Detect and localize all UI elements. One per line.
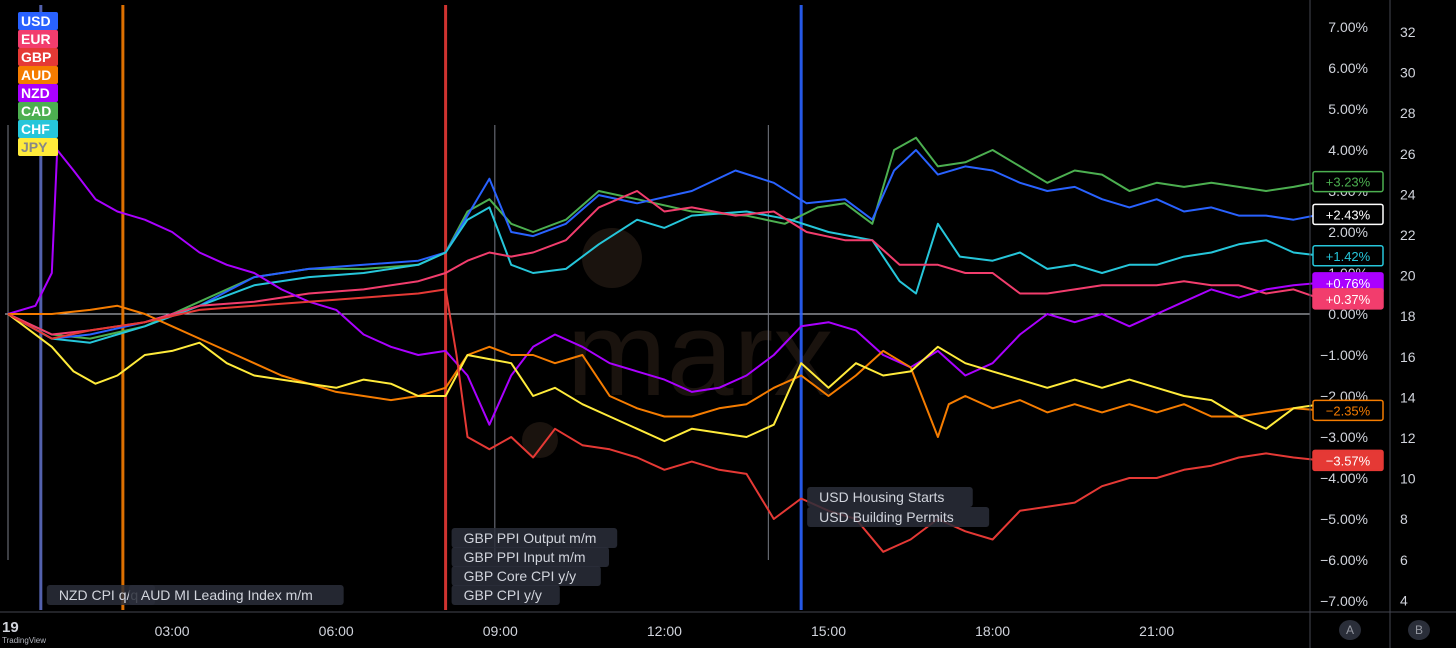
x-tick-label: 21:00	[1139, 623, 1174, 639]
event-label: GBP CPI y/y	[464, 587, 542, 603]
b-scale-tick-label: 18	[1400, 308, 1416, 324]
legend-item-aud: AUD	[18, 66, 58, 84]
event-label-bg	[807, 487, 973, 507]
legend-item-chf: CHF	[18, 120, 58, 138]
legend-item-nzd: NZD	[18, 84, 58, 102]
currency-legend: USD EUR GBP AUD NZD CAD CHF JPY	[18, 12, 58, 156]
b-scale-tick-label: 6	[1400, 552, 1408, 568]
series-line-cad	[7, 136, 1321, 340]
last-value-tag: +0.37%	[1326, 292, 1371, 307]
last-value-tag-bg	[1312, 170, 1384, 193]
b-scale-tick-label: 8	[1400, 511, 1408, 527]
last-value-tag: +1.42%	[1326, 249, 1371, 264]
last-value-tag-bg	[1312, 399, 1384, 422]
x-tick-label: 09:00	[483, 623, 518, 639]
event-label: AUD MI Leading Index m/m	[141, 587, 313, 603]
x-tick-label: 06:00	[319, 623, 354, 639]
legend-item-eur: EUR	[18, 30, 58, 48]
series-line-gbp	[7, 288, 1321, 553]
event-label-bg	[451, 528, 618, 548]
last-value-tag-bg	[1312, 245, 1384, 267]
event-label-bg	[46, 585, 156, 605]
y-tick-label: 2.00%	[1328, 224, 1368, 240]
b-scale-tick-label: 20	[1400, 268, 1416, 284]
scale-a-button[interactable]: A	[1339, 620, 1361, 640]
b-scale-tick-label: 12	[1400, 430, 1416, 446]
b-scale-tick-label: 14	[1400, 389, 1416, 405]
b-scale-tick-label: 10	[1400, 471, 1416, 487]
y-tick-label: 0.00%	[1328, 306, 1368, 322]
b-scale-tick-label: 32	[1400, 24, 1416, 40]
b-scale-tick-label: 26	[1400, 146, 1416, 162]
event-label-bg	[807, 507, 990, 527]
legend-item-cad: CAD	[18, 102, 58, 120]
x-tick-label: 18:00	[975, 623, 1010, 639]
y-tick-label: 6.00%	[1328, 60, 1368, 76]
watermark-dot-top	[582, 228, 642, 288]
day-label: 19	[2, 619, 19, 636]
event-label: GBP Core CPI y/y	[464, 568, 577, 584]
b-scale-tick-label: 30	[1400, 65, 1416, 81]
b-scale-tick-label: 16	[1400, 349, 1416, 365]
last-value-tag: +2.43%	[1326, 207, 1371, 222]
last-value-tag: +0.76%	[1326, 276, 1371, 291]
b-scale-tick-label: 22	[1400, 227, 1416, 243]
legend-item-gbp: GBP	[18, 48, 58, 66]
x-tick-label: 15:00	[811, 623, 846, 639]
y-tick-label: 5.00%	[1328, 101, 1368, 117]
series-line-chf	[7, 206, 1321, 344]
series-line-eur	[7, 190, 1322, 336]
legend-item-usd: USD	[18, 12, 58, 30]
b-scale-tick-label: 28	[1400, 105, 1416, 121]
series-line-jpy	[7, 313, 1321, 443]
y-tick-label: −1.00%	[1320, 347, 1368, 363]
b-scale-tick-label: 4	[1400, 592, 1408, 608]
legend-item-jpy: JPY	[18, 138, 58, 156]
y-tick-label: −6.00%	[1320, 552, 1368, 568]
last-value-tag: +3.23%	[1326, 175, 1371, 190]
y-tick-label: 4.00%	[1328, 142, 1368, 158]
y-tick-label: −5.00%	[1320, 511, 1368, 527]
last-value-tag-bg	[1312, 288, 1384, 310]
series-line-usd	[7, 149, 1321, 340]
last-value-tag-bg	[1312, 449, 1384, 472]
x-tick-label: 03:00	[155, 623, 190, 639]
tradingview-brand: TradingView	[2, 636, 47, 645]
event-label: GBP PPI Output m/m	[464, 530, 597, 546]
y-tick-label: −7.00%	[1320, 593, 1368, 609]
event-label: GBP PPI Input m/m	[464, 549, 586, 565]
last-value-tag: −2.35%	[1326, 403, 1371, 418]
y-tick-label: −3.00%	[1320, 429, 1368, 445]
event-label-bg	[451, 566, 601, 586]
y-tick-label: 7.00%	[1328, 19, 1368, 35]
series-line-aud	[8, 304, 1321, 438]
event-label-bg	[451, 547, 609, 567]
x-tick-label: 12:00	[647, 623, 682, 639]
event-label-bg	[128, 585, 344, 605]
series-line-nzd	[7, 149, 1321, 426]
watermark-text: marx	[567, 287, 834, 421]
event-label: USD Building Permits	[819, 509, 954, 525]
scale-b-button[interactable]: B	[1408, 620, 1430, 640]
y-tick-label: −4.00%	[1320, 470, 1368, 486]
event-label: USD Housing Starts	[819, 489, 944, 505]
b-scale-tick-label: 24	[1400, 186, 1416, 202]
event-label-bg	[451, 585, 560, 605]
event-label: NZD CPI q/q	[59, 587, 138, 603]
watermark-dot-bottom	[522, 422, 558, 458]
last-value-tag: −3.57%	[1326, 453, 1371, 468]
last-value-tag-bg	[1312, 203, 1384, 226]
